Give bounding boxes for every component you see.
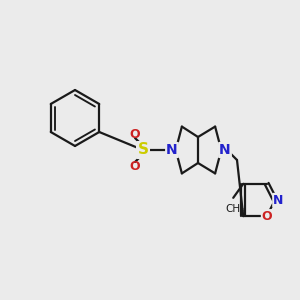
Text: N: N <box>166 143 178 157</box>
Text: N: N <box>219 143 231 157</box>
Text: O: O <box>261 210 272 223</box>
Text: N: N <box>273 194 283 206</box>
Text: CH₃: CH₃ <box>226 204 245 214</box>
Text: O: O <box>130 160 140 172</box>
Text: O: O <box>130 128 140 140</box>
Text: S: S <box>137 142 148 158</box>
